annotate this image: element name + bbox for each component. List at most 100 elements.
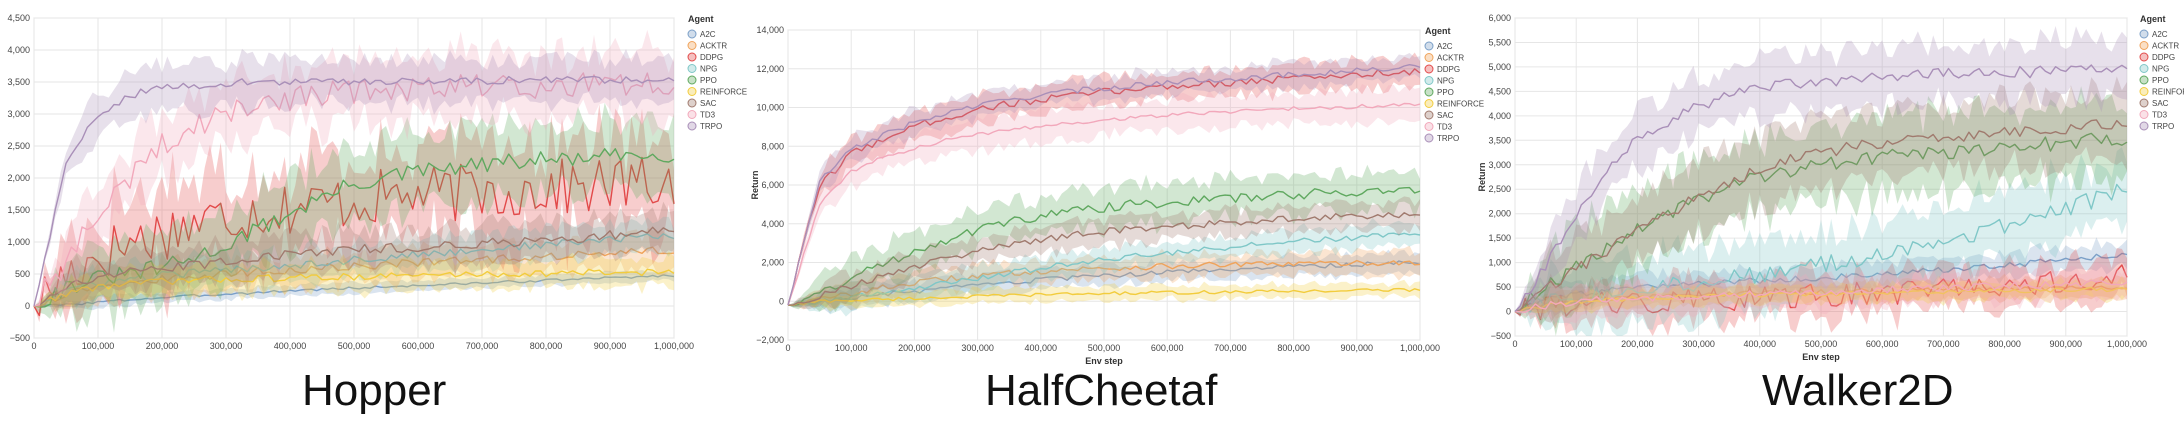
legend-title: Agent (2140, 14, 2166, 24)
legend-swatch-trpo (2139, 121, 2149, 131)
line-a2c (33, 274, 675, 308)
legend-label-npg: NPG (1437, 77, 1454, 86)
line-ppo (1514, 132, 2128, 313)
hopper-caption: Hopper (302, 366, 447, 415)
walker2d-chart: −50005001,0001,5002,0002,5003,0003,5004,… (1477, 13, 2184, 362)
legend-swatch-npg (1424, 76, 1434, 85)
band-sac (788, 196, 1420, 310)
legend-swatch-ppo (2139, 75, 2149, 85)
y-tick-label: 12,000 (756, 64, 784, 74)
y-tick-label: 2,500 (1488, 184, 1511, 194)
legend-swatch-ddpg (1424, 64, 1434, 74)
series-sac (1514, 76, 2128, 323)
line-trpo (787, 64, 1421, 306)
x-tick-label: 700,000 (1927, 339, 1960, 349)
band-npg (788, 217, 1420, 317)
y-tick-label: 0 (779, 296, 784, 306)
series-acktr (787, 245, 1421, 311)
x-tick-label: 1,000,000 (1400, 343, 1440, 353)
series-reinforce (33, 251, 675, 308)
x-tick-label: 900,000 (1341, 343, 1374, 353)
x-tick-label: 0 (1512, 339, 1517, 349)
x-tick-label: 500,000 (1805, 339, 1838, 349)
x-tick-label: 300,000 (1682, 339, 1715, 349)
x-axis-title: Env step (1085, 356, 1123, 366)
y-tick-label: 4,000 (1488, 111, 1511, 121)
band-npg (34, 216, 674, 310)
line-acktr (787, 259, 1421, 307)
y-tick-label: 4,000 (7, 45, 30, 55)
y-tick-label: 2,000 (1488, 209, 1511, 219)
legend-label-td3: TD3 (1437, 123, 1453, 132)
legend-swatch-ddpg (2139, 52, 2149, 62)
band-sac (34, 201, 674, 309)
y-tick-label: 5,500 (1488, 37, 1511, 47)
legend-swatch-trpo (687, 121, 697, 131)
x-tick-label: 900,000 (2050, 339, 2083, 349)
series-ppo (1514, 86, 2128, 336)
y-tick-label: 500 (15, 269, 30, 279)
legend-label-a2c: A2C (700, 30, 716, 39)
legend-swatch-reinforce (2139, 87, 2149, 96)
series-td3 (787, 84, 1421, 306)
line-sac (33, 226, 675, 307)
band-a2c (1515, 237, 2127, 315)
y-tick-label: 3,500 (7, 77, 30, 87)
line-ddpg (787, 68, 1421, 306)
line-reinforce (33, 268, 675, 307)
legend-swatch-acktr (2139, 41, 2149, 50)
x-tick-label: 300,000 (210, 341, 243, 351)
series-td3 (33, 29, 675, 310)
series-npg (787, 217, 1421, 317)
legend-swatch-sac (2139, 98, 2149, 108)
line-td3 (1514, 279, 2128, 313)
y-tick-label: 6,000 (761, 180, 784, 190)
legend-title: Agent (688, 14, 714, 24)
legend-label-sac: SAC (2152, 99, 2169, 108)
y-tick-label: 5,000 (1488, 62, 1511, 72)
y-tick-label: 4,500 (7, 13, 30, 23)
legend-label-a2c: A2C (1437, 42, 1453, 51)
y-tick-label: 2,000 (7, 173, 30, 183)
series-td3 (1514, 261, 2128, 327)
legend-swatch-ddpg (687, 52, 697, 62)
legend-label-reinforce: REINFORCE (1437, 100, 1484, 109)
legend-swatch-ppo (687, 75, 697, 85)
line-td3 (787, 102, 1421, 306)
y-axis-title: Return (1477, 163, 1487, 192)
legend-swatch-sac (1424, 110, 1434, 120)
y-tick-label: 10,000 (756, 103, 784, 113)
x-tick-label: 200,000 (146, 341, 179, 351)
legend: Agent A2C ACKTR DDPG NPG PPO REINFORCE SAC TD3 TR… (2139, 14, 2184, 131)
grid (33, 17, 675, 339)
legend-label-sac: SAC (700, 99, 717, 108)
line-sac (1514, 119, 2128, 313)
series-reinforce (787, 279, 1421, 312)
x-tick-label: 200,000 (1621, 339, 1654, 349)
line-a2c (1514, 252, 2128, 313)
series-sac (787, 196, 1421, 310)
band-ppo (1515, 86, 2127, 336)
halfcheetah-chart: −2,00002,0004,0006,0008,00010,00012,0001… (750, 25, 1484, 366)
legend-swatch-acktr (1424, 53, 1434, 62)
x-tick-label: 600,000 (1151, 343, 1184, 353)
legend-label-ppo: PPO (2152, 76, 2169, 85)
legend-swatch-a2c (2139, 29, 2149, 39)
series-ppo (787, 164, 1421, 313)
legend: Agent A2C ACKTR DDPG NPG PPO REINFORCE SAC TD3 TR… (687, 14, 747, 131)
y-tick-label: 3,000 (1488, 160, 1511, 170)
y-tick-label: 1,000 (1488, 258, 1511, 268)
x-tick-label: 100,000 (82, 341, 115, 351)
legend-swatch-sac (687, 98, 697, 108)
series-ddpg (787, 52, 1421, 306)
legend-swatch-a2c (687, 29, 697, 39)
series-a2c (33, 270, 675, 311)
legend-label-ddpg: DDPG (700, 53, 723, 62)
legend-swatch-td3 (687, 110, 697, 119)
x-tick-label: 1,000,000 (654, 341, 694, 351)
band-acktr (34, 228, 674, 312)
y-tick-label: 6,000 (1488, 13, 1511, 23)
band-ddpg (788, 52, 1420, 306)
legend-label-td3: TD3 (2152, 111, 2168, 120)
y-tick-label: 14,000 (756, 25, 784, 35)
